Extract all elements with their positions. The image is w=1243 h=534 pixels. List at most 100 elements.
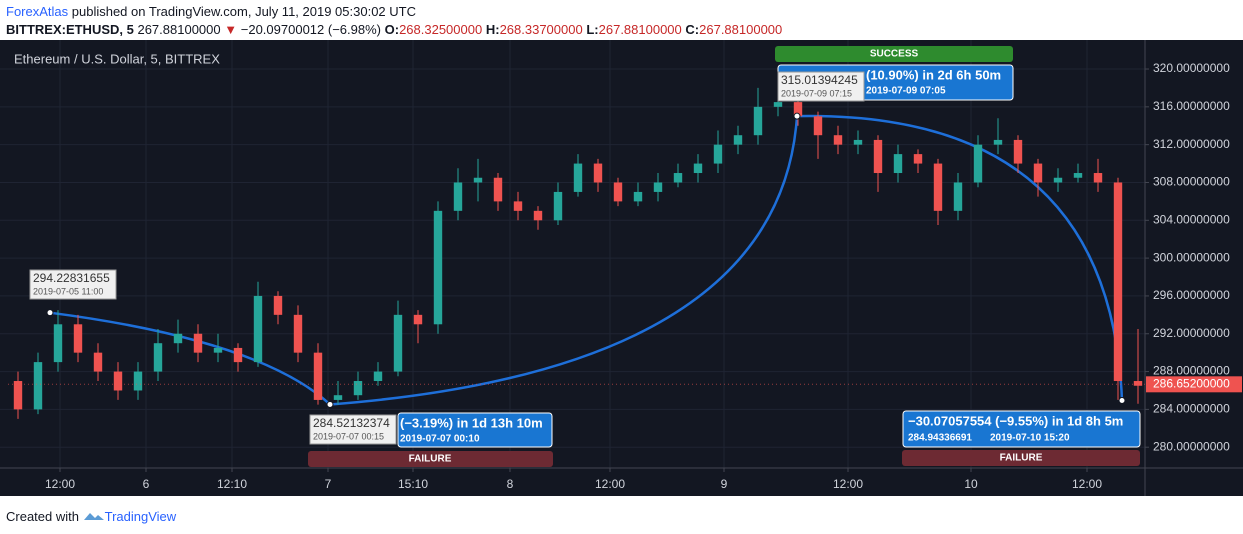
result-text: FAILURE (1000, 453, 1043, 464)
candle-body (253, 295, 263, 363)
published-text: published on TradingView.com, July 11, 2… (68, 4, 416, 19)
candle-body (993, 139, 1003, 145)
candle-body (333, 395, 343, 400)
candle-body (153, 343, 163, 372)
h-label: H: (485, 22, 500, 37)
candle-body (33, 362, 43, 410)
candle-body (653, 182, 663, 192)
x-tick-label: 12:00 (595, 477, 625, 491)
candle-body (273, 295, 283, 315)
marker-price: 294.22831655 (33, 271, 110, 285)
marker (1118, 396, 1126, 404)
candle-body (593, 163, 603, 183)
publish-line: ForexAtlas published on TradingView.com,… (6, 4, 416, 19)
candle-body (493, 177, 503, 202)
candle-body (13, 381, 23, 410)
candle-body (853, 139, 863, 145)
candle-body (693, 163, 703, 174)
candle-body (413, 314, 423, 325)
marker-box (309, 414, 397, 445)
candle-body (233, 347, 243, 363)
candle-body (973, 144, 983, 183)
y-tick-label: 312.00000000 (1153, 137, 1230, 151)
x-tick-label: 12:00 (45, 477, 75, 491)
x-tick-label: 12:10 (217, 477, 247, 491)
trade-curve (49, 311, 331, 406)
candle-body (953, 182, 963, 211)
result-badge (775, 46, 1013, 62)
candle-body (473, 177, 483, 183)
candle-body (1093, 173, 1103, 183)
publisher-link[interactable]: ForexAtlas (6, 4, 69, 19)
candle-body (453, 182, 463, 211)
trade-curve (329, 116, 799, 406)
trade-change: (10.90%) in 2d 6h 50m (866, 67, 1001, 82)
marker-price: 315.01394245 (781, 73, 858, 87)
y-tick-label: 304.00000000 (1153, 212, 1230, 226)
trade-change: (−3.19%) in 1d 13h 10m (400, 415, 543, 430)
marker-date: 2019-07-07 00:15 (313, 431, 384, 441)
marker (46, 309, 54, 317)
brand-link[interactable]: TradingView (104, 509, 177, 524)
trade-curve (796, 114, 1124, 401)
y-tick-label: 292.00000000 (1153, 326, 1230, 340)
candle-body (713, 144, 723, 164)
footer: Created with TradingView (6, 509, 176, 524)
tv-logo (83, 513, 104, 520)
y-tick-label: 280.00000000 (1153, 439, 1230, 453)
candle-body (873, 139, 883, 174)
candle-body (793, 102, 803, 117)
marker (793, 112, 801, 120)
marker (326, 400, 334, 408)
candle-body (1133, 381, 1143, 386)
marker-box (29, 269, 117, 300)
arrow: ▼ (224, 22, 238, 37)
trade-date: 2019-07-09 07:05 (866, 86, 946, 97)
candle-body (1053, 177, 1063, 183)
candle-body (673, 173, 683, 183)
candle-body (733, 135, 743, 145)
result-text: SUCCESS (870, 49, 919, 60)
candle-body (933, 163, 943, 211)
candle-body (833, 135, 843, 145)
last-price-label: 286.65200000 (1153, 376, 1230, 390)
candle-body (1033, 163, 1043, 183)
result-badge (308, 451, 553, 467)
candle-body (613, 182, 623, 202)
o-label: O: (384, 22, 400, 37)
candle-body (913, 154, 923, 164)
x-tick-label: 12:00 (833, 477, 863, 491)
x-tick-label: 10 (964, 477, 978, 491)
x-tick-label: 12:00 (1072, 477, 1102, 491)
last-price-box (1146, 376, 1242, 393)
trade-date: 2019-07-07 00:10 (400, 434, 480, 445)
result-badge (902, 450, 1140, 466)
candle-body (1013, 139, 1023, 164)
x-tick-label: 9 (721, 477, 728, 491)
candle-body (433, 210, 443, 325)
y-tick-label: 308.00000000 (1153, 175, 1230, 189)
y-tick-label: 300.00000000 (1153, 250, 1230, 264)
candle-body (73, 324, 83, 353)
x-tick-label: 7 (325, 477, 332, 491)
change: −20.09700012 (−6.98%) (240, 22, 381, 37)
candle-body (53, 324, 63, 363)
marker-date: 2019-07-09 07:15 (781, 88, 852, 98)
c-label: C: (685, 22, 700, 37)
x-tick-label: 6 (143, 477, 150, 491)
candle-body (313, 352, 323, 400)
candle-body (553, 191, 563, 221)
y-tick-label: 320.00000000 (1153, 61, 1230, 75)
candle-body (373, 371, 383, 382)
candle-body (573, 163, 583, 192)
candle-body (393, 314, 403, 372)
y-tick-label: 316.00000000 (1153, 99, 1230, 113)
trade-box (902, 410, 1141, 448)
candle-body (893, 154, 903, 174)
chart-title: Ethereum / U.S. Dollar, 5, BITTREX (14, 51, 220, 66)
y-tick-label: 284.00000000 (1153, 402, 1230, 416)
last: 267.88100000 (137, 22, 221, 37)
y-tick-label: 296.00000000 (1153, 288, 1230, 302)
candle-body (753, 106, 763, 136)
